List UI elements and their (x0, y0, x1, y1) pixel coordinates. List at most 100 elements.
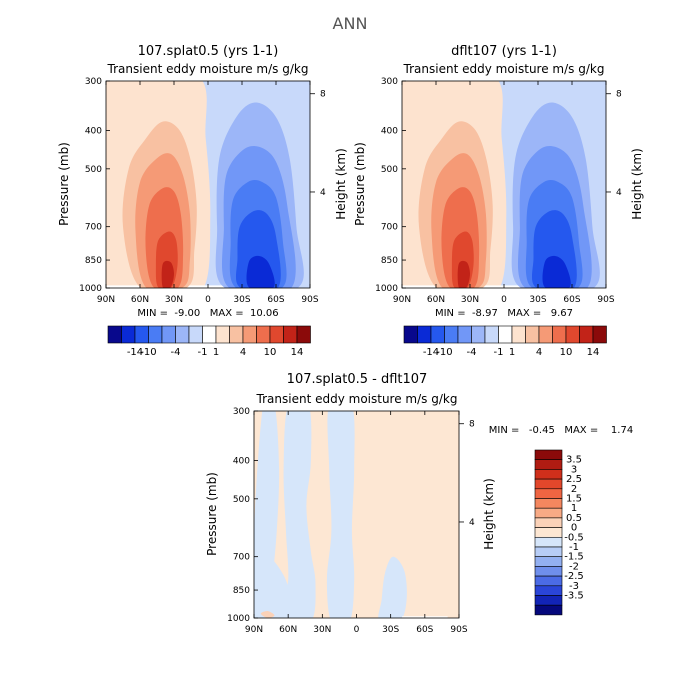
colorbar-swatch (107, 325, 122, 344)
colorbar-label: -1.5 (564, 552, 584, 563)
colorbar-swatch (565, 325, 580, 344)
colorbar-label: 2.5 (566, 474, 582, 485)
colorbar-label: 4 (240, 347, 246, 358)
colorbar-swatch (534, 604, 563, 616)
colorbar-swatch (296, 325, 311, 344)
colorbar-swatch (121, 325, 136, 344)
x-tick-label: 90S (450, 625, 467, 635)
y-tick-label: 500 (85, 165, 102, 175)
panel-3-y2label: Height (km) (482, 478, 496, 549)
y-tick-label: 700 (85, 223, 102, 233)
colorbar-swatch (552, 325, 567, 344)
y2-tick-label: 4 (616, 188, 622, 198)
colorbar-swatch (534, 536, 563, 548)
y-tick-label: 850 (381, 256, 398, 266)
colorbar-swatch (534, 469, 563, 480)
colorbar-label: 1.5 (566, 494, 582, 505)
colorbar-swatch (229, 325, 244, 344)
contour-band (542, 255, 571, 288)
colorbar-label: 4 (536, 347, 542, 358)
colorbar-swatch (534, 459, 563, 470)
colorbar-label: -14 (423, 347, 439, 358)
colorbar-swatch (134, 325, 149, 344)
colorbar-label: -2.5 (564, 571, 584, 582)
x-tick-label: 30N (461, 295, 479, 305)
colorbar-label: -0.5 (564, 532, 584, 543)
colorbar-swatch (215, 325, 230, 344)
y-tick-label: 1000 (375, 284, 398, 294)
panel-3-axes: 90N 60N 30N 0 30S 60S 90S 300 400 500 700 850 1000 8 4 (227, 407, 475, 635)
y2-tick-label: 8 (320, 90, 326, 100)
x-tick-label: 30S (529, 295, 546, 305)
panel-3-title: 107.splat0.5 - dflt107 (287, 372, 428, 387)
x-tick-label: 60S (267, 295, 284, 305)
x-tick-label: 30S (233, 295, 250, 305)
colorbar-swatch (498, 325, 513, 344)
y2-tick-label: 4 (320, 188, 326, 198)
y-tick-label: 1000 (79, 284, 102, 294)
panel-2-y2label: Height (km) (630, 148, 644, 219)
colorbar-swatch (525, 325, 540, 344)
masked-region (402, 285, 589, 288)
colorbar-swatch (534, 527, 563, 538)
colorbar-swatch (534, 575, 563, 587)
colorbar-label: 3 (571, 464, 577, 475)
colorbar-swatch (175, 325, 190, 344)
colorbar-swatch (534, 498, 563, 509)
panel-3-ylabel: Pressure (mb) (205, 472, 219, 556)
y-tick-label: 850 (233, 586, 250, 596)
panel-1: 107.splat0.5 (yrs 1-1) Transient eddy mo… (57, 44, 348, 358)
panel-2-subtitle: Transient eddy moisture m/s g/kg (403, 62, 605, 76)
x-tick-label: 90S (301, 295, 318, 305)
panel-1-stats: MIN = -9.00 MAX = 10.06 (137, 308, 278, 319)
colorbar-label: 1 (571, 503, 577, 514)
y2-tick-label: 4 (469, 518, 475, 528)
colorbar-swatch (534, 585, 563, 596)
panel-1-subtitle: Transient eddy moisture m/s g/kg (107, 62, 309, 76)
colorbar-label: 2 (571, 484, 577, 495)
y-tick-label: 400 (233, 456, 250, 466)
colorbar-label: -14 (127, 347, 143, 358)
x-tick-label: 30N (313, 625, 331, 635)
x-tick-label: 60S (416, 625, 433, 635)
colorbar-swatch (534, 566, 563, 577)
y-tick-label: 700 (381, 223, 398, 233)
x-tick-label: 60S (563, 295, 580, 305)
y-tick-label: 300 (85, 77, 102, 87)
colorbar-label: -1 (569, 542, 579, 553)
colorbar-label: 0 (571, 523, 577, 534)
colorbar-swatch (148, 325, 163, 344)
colorbar-swatch (188, 325, 203, 344)
panel-1-field (106, 81, 310, 288)
contour-band (326, 411, 355, 618)
panel-1-axes: 90N 60N 30N 0 30S 60S 90S 300 400 500 700 850 1000 8 4 (79, 77, 326, 305)
colorbar-label: -4 (467, 347, 477, 358)
colorbar-swatch (538, 325, 553, 344)
colorbar-swatch (256, 325, 271, 344)
y2-tick-label: 8 (616, 90, 622, 100)
colorbar-swatch (534, 478, 563, 490)
colorbar-label: -3.5 (564, 591, 584, 602)
colorbar-swatch (534, 517, 563, 528)
panel-1-y2label: Height (km) (334, 148, 348, 219)
colorbar-swatch (403, 325, 418, 344)
y-tick-label: 700 (233, 553, 250, 563)
masked-region (106, 285, 293, 288)
colorbar-label: 10 (560, 347, 573, 358)
panel-3: 107.splat0.5 - dflt107 Transient eddy mo… (205, 372, 633, 635)
panel-2-stats: MIN = -8.97 MAX = 9.67 (435, 308, 573, 319)
x-tick-label: 0 (205, 295, 211, 305)
colorbar-swatch (534, 546, 563, 557)
colorbar-label: -4 (171, 347, 181, 358)
y-tick-label: 300 (381, 77, 398, 87)
colorbar-swatch (202, 325, 217, 344)
panel-2-title: dflt107 (yrs 1-1) (451, 44, 557, 59)
colorbar-swatch (444, 325, 459, 344)
x-tick-label: 60N (131, 295, 149, 305)
x-tick-label: 60N (279, 625, 297, 635)
colorbar-label: 10 (264, 347, 277, 358)
y-tick-label: 500 (381, 165, 398, 175)
colorbar-label: -1 (494, 347, 504, 358)
x-tick-label: 90N (245, 625, 263, 635)
x-tick-label: 0 (501, 295, 507, 305)
